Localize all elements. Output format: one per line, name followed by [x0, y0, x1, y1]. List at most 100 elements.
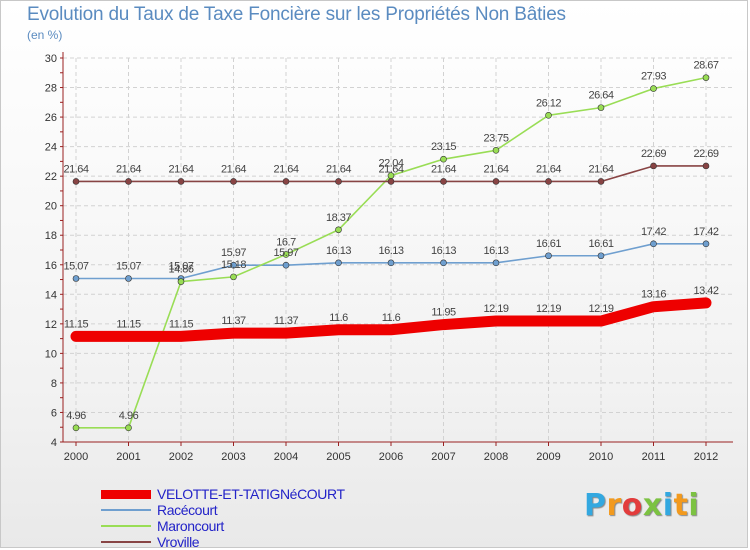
legend-swatch	[101, 509, 151, 511]
logo-letter: i	[662, 488, 674, 523]
data-label-velotte-et-tatign-court: 11.37	[221, 315, 246, 327]
y-tick-label: 4	[51, 437, 57, 449]
data-point-velotte-et-tatign-court	[281, 328, 291, 339]
logo-letter: i	[688, 488, 700, 523]
data-label-rac-court: 16.13	[326, 245, 351, 257]
data-point-vroville	[177, 178, 185, 185]
y-tick-label: 14	[45, 289, 57, 301]
data-label-velotte-et-tatign-court: 11.6	[382, 312, 401, 324]
data-label-maroncourt: 23.75	[483, 132, 508, 144]
data-label-vroville: 21.64	[168, 163, 193, 175]
x-tick-label: 2008	[484, 451, 508, 463]
data-label-maroncourt: 26.12	[536, 97, 561, 109]
data-label-vroville: 21.64	[221, 163, 246, 175]
data-point-rac-court	[230, 261, 237, 269]
data-point-velotte-et-tatign-court	[596, 316, 606, 327]
x-tick-label: 2002	[169, 451, 193, 463]
x-tick-label: 2007	[431, 451, 455, 463]
data-point-rac-court	[492, 259, 500, 267]
data-label-vroville: 21.64	[116, 163, 141, 175]
data-point-velotte-et-tatign-court	[71, 331, 81, 342]
data-point-vroville	[492, 178, 500, 185]
data-label-rac-court: 16.13	[431, 245, 456, 257]
data-label-velotte-et-tatign-court: 13.42	[693, 285, 718, 297]
data-label-velotte-et-tatign-court: 11.15	[169, 318, 194, 330]
data-point-maroncourt	[545, 112, 552, 119]
y-tick-label: 18	[45, 230, 57, 242]
chart-title: Evolution du Taux de Taxe Foncière sur l…	[27, 4, 566, 25]
data-label-velotte-et-tatign-court: 11.6	[329, 312, 348, 324]
data-point-velotte-et-tatign-court	[123, 331, 134, 342]
data-label-velotte-et-tatign-court: 13.16	[641, 289, 666, 301]
data-point-velotte-et-tatign-court	[491, 316, 501, 327]
chart-legend: VELOTTE-ET-TATIGNéCOURT Racécourt Maroncou…	[101, 486, 345, 550]
data-label-vroville: 21.64	[378, 163, 403, 175]
data-point-rac-court	[125, 275, 132, 282]
data-label-velotte-et-tatign-court: 11.15	[116, 318, 141, 330]
data-label-vroville: 21.64	[326, 163, 351, 175]
data-label-vroville: 22.69	[641, 148, 666, 160]
data-point-maroncourt	[702, 74, 710, 81]
data-label-vroville: 21.64	[588, 163, 613, 175]
y-tick-label: 6	[51, 407, 57, 419]
legend-swatch	[101, 525, 151, 527]
data-point-velotte-et-tatign-court	[386, 324, 396, 335]
data-point-rac-court	[702, 240, 710, 248]
data-label-rac-court: 16.13	[378, 245, 403, 257]
data-point-maroncourt	[650, 85, 657, 92]
data-label-maroncourt: 22.04	[378, 158, 403, 170]
x-tick-label: 2006	[379, 451, 403, 463]
y-tick-label: 20	[45, 201, 57, 213]
data-label-vroville: 21.64	[483, 163, 508, 175]
data-label-velotte-et-tatign-court: 12.19	[483, 303, 508, 315]
data-point-maroncourt	[335, 226, 342, 234]
data-label-rac-court: 16.13	[483, 245, 508, 257]
data-point-rac-court	[650, 240, 657, 248]
data-point-maroncourt	[492, 147, 500, 154]
y-tick-label: 22	[45, 171, 57, 183]
data-point-velotte-et-tatign-court	[228, 328, 239, 339]
data-label-vroville: 21.64	[536, 163, 561, 175]
data-point-rac-court	[72, 275, 80, 282]
x-tick-label: 2000	[64, 451, 88, 463]
data-label-rac-court: 15.97	[221, 247, 246, 259]
data-point-maroncourt	[125, 424, 132, 432]
data-label-rac-court: 16.61	[536, 238, 561, 250]
data-point-vroville	[387, 178, 395, 185]
y-tick-label: 24	[45, 142, 57, 154]
legend-label: VELOTTE-ET-TATIGNéCOURT	[157, 486, 345, 502]
x-tick-label: 2010	[589, 451, 613, 463]
data-point-maroncourt	[177, 278, 185, 285]
proxiti-logo: Proxiti	[584, 488, 699, 523]
legend-label: Maroncourt	[157, 518, 224, 534]
y-tick-label: 12	[45, 319, 57, 331]
data-label-maroncourt: 23.15	[431, 141, 456, 153]
data-point-rac-court	[387, 259, 395, 267]
legend-swatch	[101, 489, 151, 499]
x-tick-label: 2004	[274, 451, 298, 463]
data-label-rac-court: 16.61	[588, 238, 613, 250]
data-label-maroncourt: 26.64	[588, 90, 613, 102]
data-point-rac-court	[545, 252, 552, 260]
data-point-velotte-et-tatign-court	[648, 301, 659, 312]
x-tick-label: 2005	[326, 451, 350, 463]
y-tick-label: 16	[45, 260, 57, 272]
x-tick-label: 2012	[694, 451, 718, 463]
data-point-maroncourt	[440, 155, 447, 163]
logo-letter: r	[606, 488, 622, 523]
data-point-vroville	[545, 178, 552, 185]
data-label-velotte-et-tatign-court: 12.19	[588, 303, 613, 315]
data-label-maroncourt: 16.7	[276, 236, 296, 248]
data-label-maroncourt: 14.86	[168, 264, 193, 276]
data-point-vroville	[282, 178, 290, 185]
logo-letter: t	[673, 488, 689, 523]
data-point-vroville	[230, 178, 237, 185]
y-tick-label: 26	[45, 112, 57, 124]
data-point-maroncourt	[72, 424, 80, 432]
x-tick-label: 2009	[536, 451, 560, 463]
data-point-velotte-et-tatign-court	[438, 319, 449, 330]
data-point-rac-court	[440, 259, 447, 267]
data-label-vroville: 21.64	[273, 163, 298, 175]
